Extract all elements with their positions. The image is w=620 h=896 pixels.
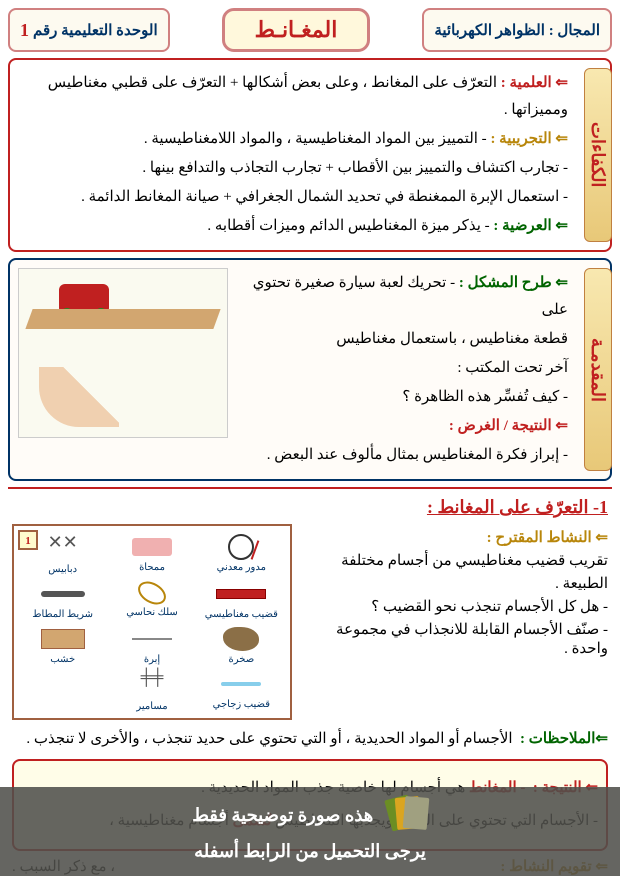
domain-value: الظواهر الكهربائية — [434, 21, 545, 40]
activity-header: ⇐ النشاط المقترح : — [300, 528, 608, 547]
watermark-overlay: هذه صورة توضيحية فقط يرجى التحميل من الر… — [0, 787, 620, 876]
competences-section: الكفاءات ⇐ العلمية : التعرّف على المغانط… — [8, 58, 612, 252]
i-pins-icon — [38, 532, 88, 562]
object-cell: مسامير — [109, 669, 194, 712]
object-label: دبابيس — [20, 564, 105, 575]
i-glass-icon — [221, 682, 261, 686]
panel-number: 1 — [18, 530, 38, 550]
i-wire-icon — [134, 577, 170, 609]
domain-label: المجال : — [549, 21, 600, 40]
scientific-label: ⇐ العلمية : — [501, 75, 568, 91]
objects-panel: 1 مدور معدني ممحاة دبابيس قضيب مغناطيسي سلك … — [12, 524, 292, 720]
prob-line3: آخر تحت المكتب : — [236, 355, 568, 382]
content-title: 1- التعرّف على المغانط : — [12, 497, 608, 518]
exp-line1: - التمييز بين المواد المغناطيسية ، والمو… — [144, 131, 487, 147]
problem-line: ⇐ طرح المشكل : - تحريك لعبة سيارة صغيرة … — [236, 270, 568, 324]
objects-grid: مدور معدني ممحاة دبابيس قضيب مغناطيسي سلك نح… — [20, 532, 284, 712]
object-label: شريط المطاط — [20, 609, 105, 620]
experimental-label: ⇐ التجريبية : — [490, 131, 568, 147]
watermark-line1: هذه صورة توضيحية فقط — [192, 805, 373, 825]
result-label: ⇐ النتيجة / الغرض : — [449, 418, 568, 434]
obs-text: الأجسام أو المواد الحديدية ، أو التي تحت… — [26, 731, 512, 747]
object-cell: شريط المطاط — [20, 579, 105, 620]
i-compass-icon — [228, 534, 254, 560]
i-needle-icon — [132, 638, 172, 640]
prob-line2: قطعة مغناطيس ، باستعمال مغناطيس — [236, 326, 568, 353]
object-cell: قضيب مغناطيسي — [199, 579, 284, 620]
object-cell — [20, 669, 105, 712]
problem-label: ⇐ طرح المشكل : — [459, 275, 568, 291]
content-layout: ⇐ النشاط المقترح : تقريب قضيب مغناطيسي م… — [12, 524, 608, 720]
intro-body: ⇐ طرح المشكل : - تحريك لعبة سيارة صغيرة … — [18, 268, 568, 471]
observation-line: ⇐الملاحظات : الأجسام أو المواد الحديدية … — [12, 726, 608, 753]
competences-side-label: الكفاءات — [584, 68, 612, 242]
object-cell: سلك نحاسي — [109, 579, 194, 620]
result-header: ⇐ النتيجة / الغرض : — [236, 413, 568, 440]
object-cell: ممحاة — [109, 532, 194, 575]
act-line1: تقريب قضيب مغناطيسي من أجسام مختلفة — [300, 551, 608, 570]
object-cell: مدور معدني — [199, 532, 284, 575]
transversal-label: ⇐ العرضية : — [493, 218, 568, 234]
object-label: ممحاة — [109, 562, 194, 573]
object-label: قضيب مغناطيسي — [199, 609, 284, 620]
page-title: المغـانـط — [222, 8, 371, 52]
unit-label: الوحدة التعليمية رقم — [33, 21, 158, 40]
scientific-line: ⇐ العلمية : التعرّف على المغانط ، وعلى ب… — [18, 70, 568, 124]
act-line2: الطبيعة . — [300, 574, 608, 593]
books-icon — [388, 797, 428, 837]
object-label: إبرة — [109, 654, 194, 665]
unit-number: 1 — [20, 20, 29, 41]
object-cell: صخرة — [199, 624, 284, 665]
object-cell: قضيب زجاجي — [199, 669, 284, 712]
transversal-line: ⇐ العرضية : - يذكر ميزة المغناطيس الدائم… — [18, 213, 568, 240]
object-cell: إبرة — [109, 624, 194, 665]
watermark-line2: يرجى التحميل من الرابط أسفله — [194, 841, 426, 861]
object-cell: خشب — [20, 624, 105, 665]
object-label: قضيب زجاجي — [199, 699, 284, 710]
intro-section: المقدمـة ⇐ طرح المشكل : - تحريك لعبة سيا… — [8, 258, 612, 481]
i-rock-icon — [223, 627, 259, 651]
header-row: المجال : الظواهر الكهربائية المغـانـط ال… — [8, 8, 612, 52]
object-label: مسامير — [109, 701, 194, 712]
scientific-text: التعرّف على المغانط ، وعلى بعض أشكالها +… — [48, 75, 568, 118]
experimental-header: ⇐ التجريبية : - التمييز بين المواد المغن… — [18, 126, 568, 153]
object-label: خشب — [20, 654, 105, 665]
intro-side-label: المقدمـة — [584, 268, 612, 471]
object-label: مدور معدني — [199, 562, 284, 573]
intro-text-block: ⇐ طرح المشكل : - تحريك لعبة سيارة صغيرة … — [236, 268, 568, 471]
domain-box: المجال : الظواهر الكهربائية — [422, 8, 612, 52]
hand-magnet-icon — [39, 367, 119, 427]
exp-line3: - استعمال الإبرة الممغنطة في تحديد الشما… — [18, 184, 568, 211]
worksheet-page: المجال : الظواهر الكهربائية المغـانـط ال… — [0, 0, 620, 896]
exp-line2: - تجارب اكتشاف والتمييز بين الأقطاب + تج… — [18, 155, 568, 182]
content-text-block: ⇐ النشاط المقترح : تقريب قضيب مغناطيسي م… — [300, 524, 608, 720]
intro-illustration — [18, 268, 228, 438]
i-nails-icon — [127, 669, 177, 699]
obs-label: ⇐الملاحظات : — [520, 731, 608, 747]
i-magnet-icon — [216, 589, 266, 599]
table-icon — [25, 309, 220, 329]
i-wood-icon — [41, 629, 85, 649]
unit-box: الوحدة التعليمية رقم 1 — [8, 8, 170, 52]
activity-label: ⇐ النشاط المقترح : — [487, 530, 608, 546]
result-text: - إبراز فكرة المغناطيس بمثال مألوف عند ا… — [236, 442, 568, 469]
act-line4: - صنّف الأجسام القابلة للانجذاب في مجموع… — [300, 620, 608, 658]
act-line3: - هل كل الأجسام تنجذب نحو القضيب ؟ — [300, 597, 608, 616]
object-label: سلك نحاسي — [109, 607, 194, 618]
competences-body: ⇐ العلمية : التعرّف على المغانط ، وعلى ب… — [18, 70, 568, 240]
i-eraser-icon — [132, 538, 172, 556]
prob-line4: - كيف تُفسِّر هذه الظاهرة ؟ — [236, 384, 568, 411]
object-label: صخرة — [199, 654, 284, 665]
transversal-text: - يذكر ميزة المغناطيس الدائم وميزات أقطا… — [207, 218, 489, 234]
i-rubber-icon — [41, 591, 85, 597]
empty-icon — [38, 669, 88, 699]
